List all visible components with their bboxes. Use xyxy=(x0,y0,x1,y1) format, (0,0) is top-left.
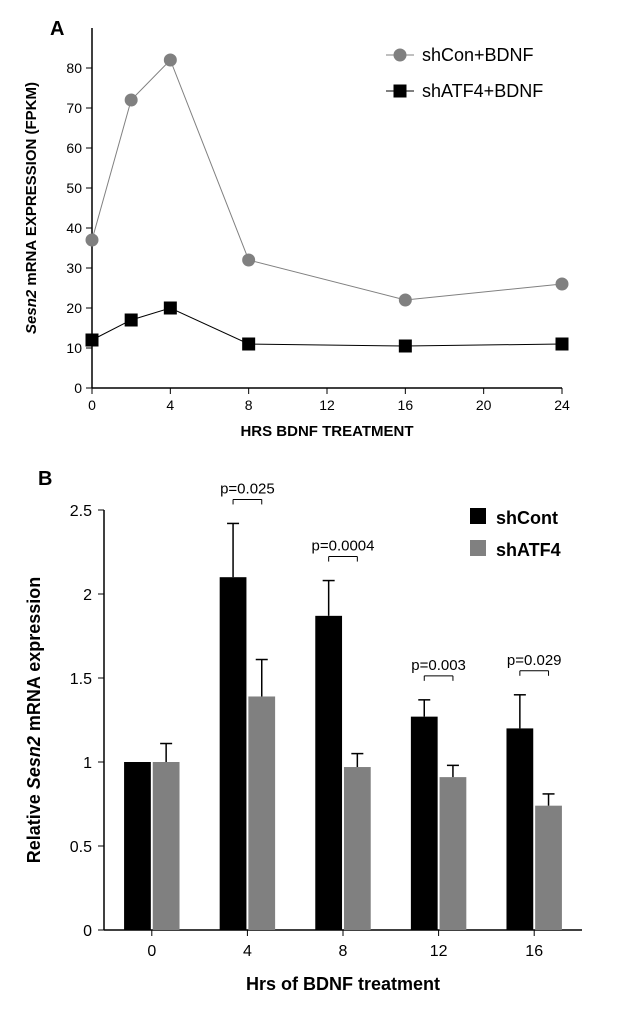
svg-text:2: 2 xyxy=(83,587,92,604)
bar-shCont-16 xyxy=(506,728,533,930)
bar-shCont-0 xyxy=(124,762,151,930)
bar-shATF4-16 xyxy=(535,806,562,930)
pvalue-16: p=0.029 xyxy=(507,652,562,669)
svg-text:1: 1 xyxy=(83,755,92,772)
legend-item-shCont: shCont xyxy=(496,508,558,528)
bar-shCont-4 xyxy=(220,577,247,930)
pvalue-12: p=0.003 xyxy=(411,657,466,674)
svg-text:8: 8 xyxy=(339,943,348,960)
svg-text:0: 0 xyxy=(147,943,156,960)
svg-text:4: 4 xyxy=(243,943,252,960)
bar-shATF4-8 xyxy=(344,767,371,930)
pvalue-4: p=0.025 xyxy=(220,480,275,497)
svg-text:16: 16 xyxy=(525,943,543,960)
bar-shATF4-4 xyxy=(248,696,275,930)
bar-shATF4-0 xyxy=(153,762,180,930)
svg-text:1.5: 1.5 xyxy=(70,671,92,688)
bar-shCont-8 xyxy=(315,616,342,930)
panel-b-chart: 0 0.5 1 1.5 2 2.5 0 4 8 12 16 Hrs of BDNF treatment… xyxy=(0,0,638,1034)
pvalue-8: p=0.0004 xyxy=(312,538,375,555)
bar-shCont-12 xyxy=(411,717,438,930)
panel-b-y-axis-label: Relative Sesn2 mRNA expression xyxy=(24,577,44,863)
svg-text:2.5: 2.5 xyxy=(70,503,92,520)
panel-b-x-axis-label: Hrs of BDNF treatment xyxy=(246,974,440,994)
legend-item-shATF4: shATF4 xyxy=(496,540,561,560)
svg-text:0.5: 0.5 xyxy=(70,839,92,856)
svg-text:12: 12 xyxy=(430,943,448,960)
svg-text:0: 0 xyxy=(83,923,92,940)
bar-shATF4-12 xyxy=(440,777,467,930)
